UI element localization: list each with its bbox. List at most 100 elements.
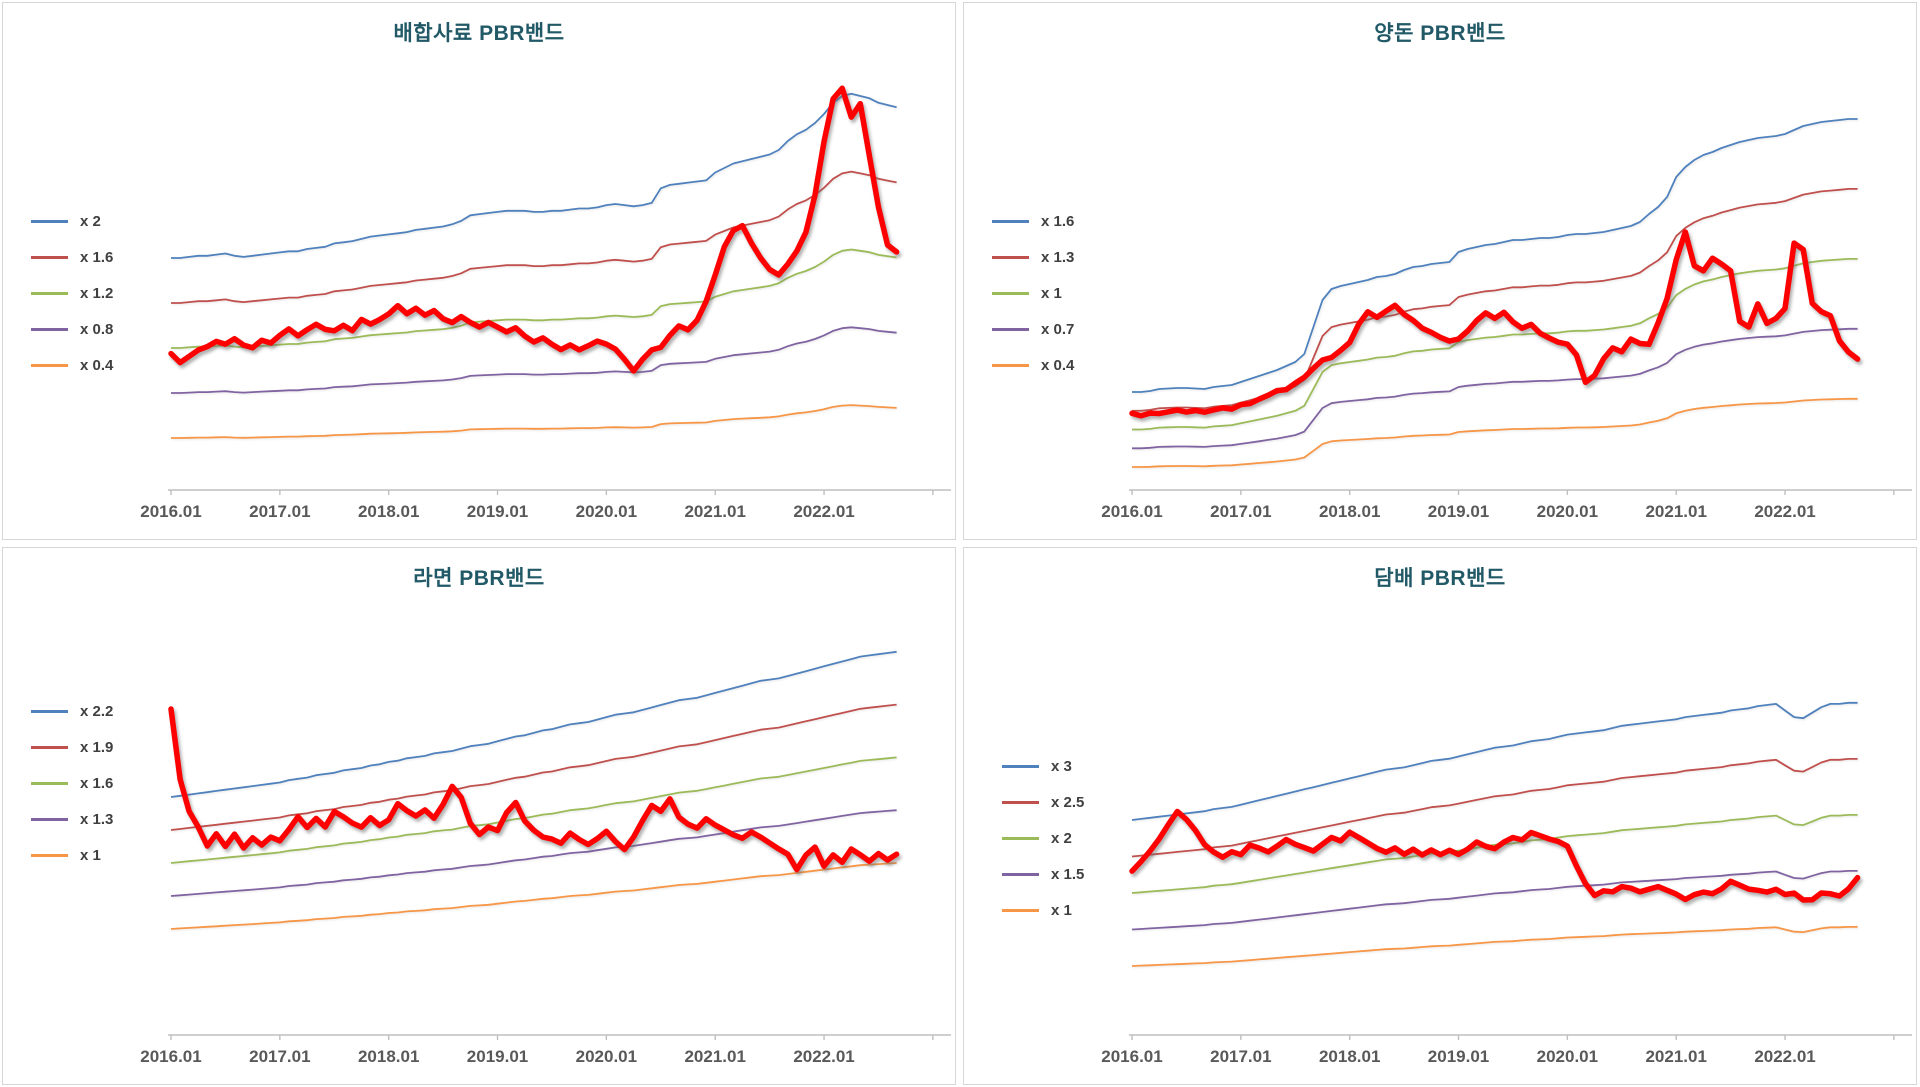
svg-text:2019.01: 2019.01 [467,502,528,521]
legend-item: x 0.4 [31,347,113,383]
legend-tobacco: x 3 x 2.5 x 2 x 1.5 x 1 [1002,748,1084,928]
legend-line-swatch [992,291,1029,295]
legend-label: x 0.4 [1041,356,1075,374]
legend-item: x 2 [31,203,113,239]
legend-item: x 1.2 [31,275,113,311]
legend-line-swatch [992,255,1029,259]
legend-item: x 2.2 [31,693,113,729]
line-chart-pig: 2016.01 2017.01 2018.01 2019.01 2020.01 2021.… [1101,118,1912,521]
legend-label: x 2.5 [1051,793,1085,811]
legend-item: x 2 [1002,820,1084,856]
legend-line-swatch [31,709,68,713]
legend-line-swatch [31,291,68,295]
svg-text:2018.01: 2018.01 [1319,1047,1380,1066]
legend-label: x 1.6 [80,774,114,792]
chart-panel-pig: 양돈 PBR밴드 x 1.6 x 1.3 x 1 x 0.7 x 0.4 2016.01… [963,2,1917,540]
legend-item: x 0.7 [992,311,1074,347]
legend-item: x 1 [1002,892,1084,928]
svg-text:2020.01: 2020.01 [1537,502,1598,521]
legend-line-swatch [1002,836,1039,840]
svg-text:2019.01: 2019.01 [467,1047,528,1066]
legend-item: x 0.8 [31,311,113,347]
legend-line-swatch [1002,908,1039,912]
chart-panel-feed: 배합사료 PBR밴드 x 2 x 1.6 x 1.2 x 0.8 x 0.4 2016.… [2,2,956,540]
svg-text:2019.01: 2019.01 [1428,502,1489,521]
svg-text:2021.01: 2021.01 [684,502,745,521]
legend-line-swatch [31,853,68,857]
legend-label: x 0.7 [1041,320,1075,338]
svg-text:2021.01: 2021.01 [1645,1047,1706,1066]
legend-label: x 3 [1051,757,1072,775]
legend-line-swatch [31,781,68,785]
svg-text:2020.01: 2020.01 [1537,1047,1598,1066]
legend-item: x 1.3 [992,239,1074,275]
chart-title-tobacco: 담배 PBR밴드 [1374,567,1506,590]
legend-line-swatch [1002,764,1039,768]
legend-line-swatch [992,363,1029,367]
svg-text:2016.01: 2016.01 [1101,502,1162,521]
legend-line-swatch [1002,872,1039,876]
legend-label: x 2.2 [80,702,114,720]
legend-label: x 1.6 [1041,212,1075,230]
legend-label: x 1 [1051,901,1072,919]
legend-item: x 1 [31,837,113,873]
legend-line-swatch [992,327,1029,331]
line-chart-feed: 2016.01 2017.01 2018.01 2019.01 2020.01 2021.… [140,85,951,521]
legend-label: x 1.5 [1051,865,1085,883]
legend-line-swatch [31,363,68,367]
legend-item: x 1.6 [992,203,1074,239]
legend-label: x 1.3 [1041,248,1075,266]
svg-text:2022.01: 2022.01 [1754,1047,1815,1066]
svg-text:2018.01: 2018.01 [358,1047,419,1066]
chart-title-feed: 배합사료 PBR밴드 [393,22,565,45]
chart-title-ramen: 라면 PBR밴드 [413,567,545,590]
legend-label: x 1.6 [80,248,114,266]
legend-item: x 1 [992,275,1074,311]
legend-label: x 0.8 [80,320,114,338]
legend-pig: x 1.6 x 1.3 x 1 x 0.7 x 0.4 [992,203,1074,383]
legend-label: x 1 [80,846,101,864]
svg-text:2021.01: 2021.01 [684,1047,745,1066]
legend-feed: x 2 x 1.6 x 1.2 x 0.8 x 0.4 [31,203,113,383]
legend-item: x 1.6 [31,765,113,801]
line-chart-tobacco: 2016.01 2017.01 2018.01 2019.01 2020.01 2021.… [1101,701,1912,1066]
legend-line-swatch [31,219,68,223]
svg-text:2021.01: 2021.01 [1645,502,1706,521]
legend-item: x 1.6 [31,239,113,275]
legend-line-swatch [31,327,68,331]
svg-text:2017.01: 2017.01 [1210,1047,1271,1066]
legend-item: x 3 [1002,748,1084,784]
svg-text:2018.01: 2018.01 [358,502,419,521]
legend-label: x 1.3 [80,810,114,828]
svg-text:2016.01: 2016.01 [140,502,201,521]
svg-text:2020.01: 2020.01 [576,1047,637,1066]
chart-panel-ramen: 라면 PBR밴드 x 2.2 x 1.9 x 1.6 x 1.3 x 1 2016.01… [2,547,956,1085]
svg-text:2022.01: 2022.01 [793,502,854,521]
legend-line-swatch [992,219,1029,223]
svg-text:2018.01: 2018.01 [1319,502,1380,521]
legend-ramen: x 2.2 x 1.9 x 1.6 x 1.3 x 1 [31,693,113,873]
svg-text:2016.01: 2016.01 [1101,1047,1162,1066]
svg-text:2017.01: 2017.01 [1210,502,1271,521]
svg-text:2017.01: 2017.01 [249,502,310,521]
legend-item: x 2.5 [1002,784,1084,820]
legend-item: x 1.3 [31,801,113,837]
legend-label: x 2 [80,212,101,230]
svg-text:2016.01: 2016.01 [140,1047,201,1066]
chart-panel-tobacco: 담배 PBR밴드 x 3 x 2.5 x 2 x 1.5 x 1 2016.01 2017… [963,547,1917,1085]
legend-line-swatch [1002,800,1039,804]
svg-text:2019.01: 2019.01 [1428,1047,1489,1066]
chart-title-pig: 양돈 PBR밴드 [1374,22,1506,45]
legend-line-swatch [31,255,68,259]
svg-text:2017.01: 2017.01 [249,1047,310,1066]
svg-text:2022.01: 2022.01 [1754,502,1815,521]
legend-label: x 1.2 [80,284,114,302]
legend-label: x 1.9 [80,738,114,756]
legend-label: x 1 [1041,284,1062,302]
svg-text:2020.01: 2020.01 [576,502,637,521]
line-chart-ramen: 2016.01 2017.01 2018.01 2019.01 2020.01 2021.… [140,650,951,1066]
legend-item: x 1.5 [1002,856,1084,892]
legend-line-swatch [31,817,68,821]
